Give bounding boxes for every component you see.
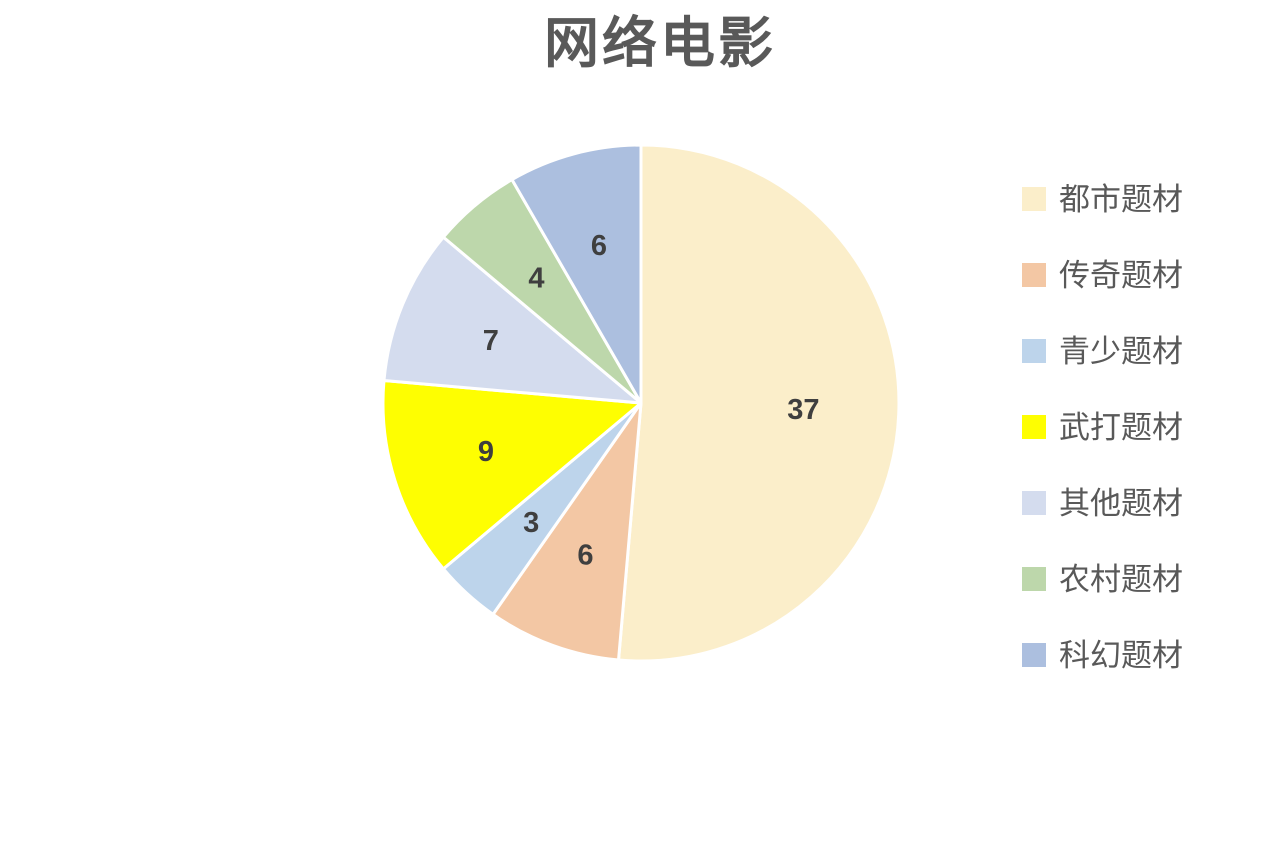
legend-label-other: 其他题材 [1059,485,1183,521]
legend-label-legendary: 传奇题材 [1059,257,1183,293]
legend-swatch-martial-arts [1022,415,1046,439]
data-label-youth: 3 [523,507,539,539]
chart-title: 网络电影 [543,13,777,74]
legend-label-urban: 都市题材 [1059,181,1183,217]
pie-slice-urban [617,143,901,663]
pie-slice-legendary [491,401,643,662]
legend-label-sci-fi: 科幻题材 [1059,637,1183,673]
data-label-other: 7 [483,325,499,357]
legend-item-urban: 都市题材 [1022,181,1183,217]
legend-item-other: 其他题材 [1022,485,1183,521]
data-label-rural: 4 [528,263,544,295]
legend-item-sci-fi: 科幻题材 [1022,637,1183,673]
legend-item-legendary: 传奇题材 [1022,257,1183,293]
data-label-martial-arts: 9 [478,436,494,468]
data-label-sci-fi: 6 [591,230,607,262]
legend-label-martial-arts: 武打题材 [1059,409,1183,445]
legend-swatch-sci-fi [1022,643,1046,667]
legend-item-martial-arts: 武打题材 [1022,409,1183,445]
legend-item-youth: 青少题材 [1022,333,1183,369]
data-label-urban: 37 [787,394,819,426]
legend-swatch-rural [1022,567,1046,591]
pie-slice-other [382,235,643,405]
pie-slice-sci-fi [510,143,643,405]
pie-slice-martial-arts [381,379,643,571]
legend-swatch-urban [1022,187,1046,211]
legend-swatch-legendary [1022,263,1046,287]
legend-item-rural: 农村题材 [1022,561,1183,597]
data-label-legendary: 6 [577,540,593,572]
legend-label-rural: 农村题材 [1059,561,1183,597]
legend-swatch-youth [1022,339,1046,363]
legend-label-youth: 青少题材 [1059,333,1183,369]
legend-swatch-other [1022,491,1046,515]
legend: 都市题材传奇题材青少题材武打题材其他题材农村题材科幻题材 [1022,184,1183,716]
